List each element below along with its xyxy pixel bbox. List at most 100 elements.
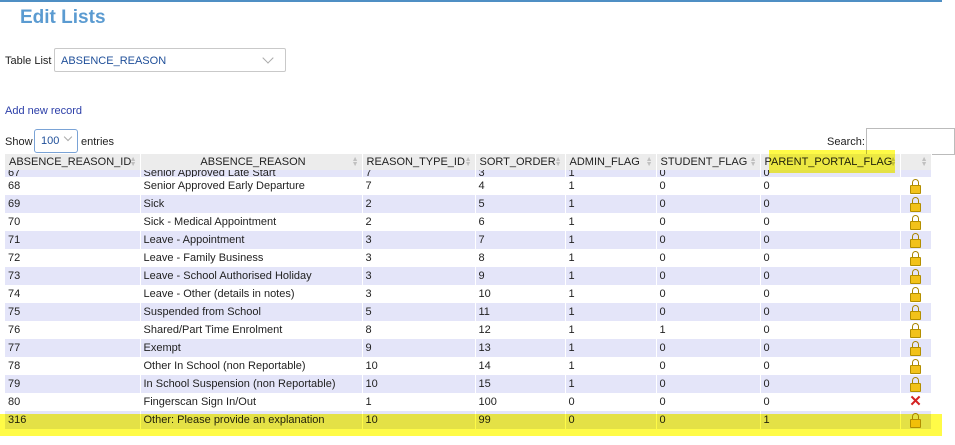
add-new-record-link[interactable]: Add new record [5,105,83,117]
cell-parent-portal-flag: 0 [760,213,901,231]
search-input[interactable] [866,128,955,155]
cell-admin-flag: 0 [565,393,657,411]
cell-absence-reason: Sick - Medical Appointment [140,213,363,231]
cell-admin-flag: 1 [565,321,657,339]
table-row: 71 Leave - Appointment 3 7 1 0 0 [5,231,932,249]
lock-icon[interactable] [910,250,921,266]
column-header-admin-flag[interactable]: ADMIN_FLAG ▲ ▼ [565,154,657,170]
cell-admin-flag: 1 [565,213,657,231]
table-row: 73 Leave - School Authorised Holiday 3 9 1 0 0 [5,267,932,285]
column-header-absence-reason[interactable]: ABSENCE_REASON ▲ ▼ [140,154,363,170]
cell-absence-reason-id: 74 [5,285,141,303]
cell-absence-reason-id: 75 [5,303,141,321]
cell-student-flag: 0 [656,357,761,375]
cell-parent-portal-flag: 0 [760,339,901,357]
lock-icon[interactable] [910,268,921,284]
lock-icon[interactable] [910,178,921,194]
lock-icon[interactable] [910,340,921,356]
cell-admin-flag: 1 [565,267,657,285]
lock-icon[interactable] [910,412,921,428]
cell-sort-order: 12 [475,321,566,339]
cell-absence-reason-id: 67 [5,170,141,177]
table-row: 78 Other In School (non Reportable) 10 14 1 0… [5,357,932,375]
column-header-sort-order[interactable]: SORT_ORDER ▲ ▼ [475,154,566,170]
column-header-label: ADMIN_FLAG [569,156,640,168]
sort-icon: ▲ ▼ [920,156,928,168]
column-header-absence-reason-id[interactable]: ABSENCE_REASON_ID ▲ ▼ [5,154,141,170]
cell-action [900,321,932,339]
cell-reason-type-id: 2 [362,195,476,213]
cell-student-flag: 0 [656,303,761,321]
lock-icon[interactable] [910,358,921,374]
table-list-select[interactable]: ABSENCE_REASON [54,48,286,72]
cell-student-flag: 0 [656,411,761,429]
cell-parent-portal-flag: 0 [760,170,901,177]
cell-parent-portal-flag: 0 [760,285,901,303]
lock-icon[interactable] [910,376,921,392]
cell-sort-order: 4 [475,177,566,195]
table-row: 72 Leave - Family Business 3 8 1 0 0 [5,249,932,267]
cell-parent-portal-flag: 0 [760,393,901,411]
lock-icon[interactable] [910,304,921,320]
cell-sort-order: 14 [475,357,566,375]
cell-student-flag: 0 [656,375,761,393]
sort-icon: ▲ ▼ [554,156,562,168]
cell-student-flag: 0 [656,339,761,357]
lock-icon[interactable] [910,322,921,338]
column-header-label: REASON_TYPE_ID [366,156,465,168]
cell-sort-order: 5 [475,195,566,213]
cell-parent-portal-flag: 0 [760,303,901,321]
column-header-label: SORT_ORDER [479,156,556,168]
cell-absence-reason-id: 316 [5,411,141,429]
table-list-value: ABSENCE_REASON [61,55,167,67]
cell-action [900,231,932,249]
lock-icon[interactable] [910,196,921,212]
cell-absence-reason-id: 72 [5,249,141,267]
cell-parent-portal-flag: 0 [760,357,901,375]
table-row: 67 Senior Approved Late Start 7 3 1 0 0 [5,170,932,177]
delete-x-icon[interactable]: ✕ [909,393,922,410]
column-header-parent-portal-flag[interactable]: PARENT_PORTAL_FLAG ▲ ▼ [760,154,901,170]
cell-absence-reason-id: 78 [5,357,141,375]
cell-action [900,267,932,285]
cell-action: ✕ [900,393,932,411]
entries-length-select[interactable]: 100 [34,129,78,153]
table-row: 77 Exempt 9 13 1 0 0 [5,339,932,357]
cell-sort-order: 10 [475,285,566,303]
table-row: 76 Shared/Part Time Enrolment 8 12 1 1 0 [5,321,932,339]
cell-absence-reason: Leave - Other (details in notes) [140,285,363,303]
entries-length-value: 100 [41,135,60,147]
cell-admin-flag: 1 [565,375,657,393]
cell-absence-reason-id: 68 [5,177,141,195]
lock-icon[interactable] [910,286,921,302]
cell-sort-order: 100 [475,393,566,411]
column-header-reason-type-id[interactable]: REASON_TYPE_ID ▲ ▼ [362,154,476,170]
cell-sort-order: 7 [475,231,566,249]
cell-student-flag: 0 [656,231,761,249]
table-row: 68 Senior Approved Early Departure 7 4 1 0 0 [5,177,932,195]
cell-action [900,375,932,393]
cell-absence-reason-id: 80 [5,393,141,411]
cell-sort-order: 3 [475,170,566,177]
cell-reason-type-id: 1 [362,393,476,411]
cell-absence-reason: Leave - Family Business [140,249,363,267]
cell-reason-type-id: 7 [362,170,476,177]
cell-absence-reason: Senior Approved Late Start [140,170,363,177]
cell-student-flag: 0 [656,267,761,285]
cell-reason-type-id: 3 [362,267,476,285]
column-header-label: ABSENCE_REASON [200,156,306,168]
show-label: Show [5,136,33,148]
cell-reason-type-id: 8 [362,321,476,339]
lock-icon[interactable] [910,214,921,230]
column-header-student-flag[interactable]: STUDENT_FLAG ▲ ▼ [656,154,761,170]
cell-student-flag: 0 [656,177,761,195]
column-header-actions[interactable]: ▲ ▼ [900,154,932,170]
cell-reason-type-id: 7 [362,177,476,195]
cell-action [900,170,932,177]
cell-sort-order: 8 [475,249,566,267]
sort-icon: ▲ ▼ [129,156,137,168]
cell-action [900,303,932,321]
lock-icon[interactable] [910,232,921,248]
cell-absence-reason-id: 73 [5,267,141,285]
cell-absence-reason-id: 69 [5,195,141,213]
